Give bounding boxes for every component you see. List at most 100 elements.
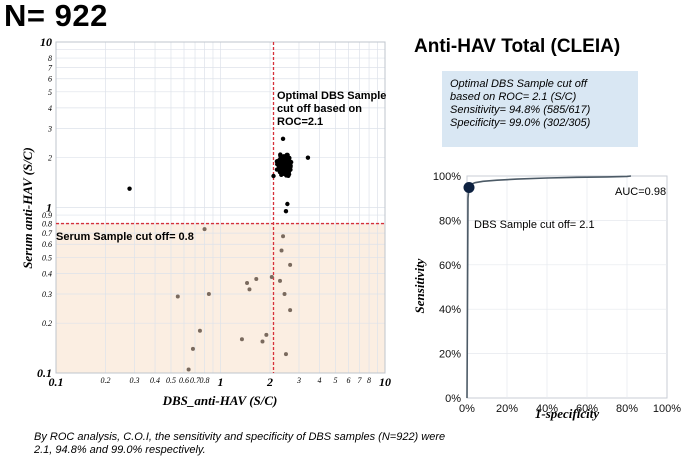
scatter-y-tick-label: 8 <box>48 54 52 63</box>
roc-y-tick-label: 0% <box>445 393 461 405</box>
roc-x-axis-label: 1-specificity <box>535 406 599 421</box>
scatter-x-tick-label: 0.5 <box>166 376 176 385</box>
positive-point <box>271 173 276 179</box>
positive-cluster-point <box>281 154 286 159</box>
negative-point <box>190 346 195 351</box>
roc-x-tick-label: 40% <box>536 403 558 415</box>
info-line-roc: based on ROC= 2.1 (S/C) <box>450 91 577 103</box>
negative-point <box>264 332 269 337</box>
positive-point <box>283 208 289 214</box>
roc-y-axis-label: Sensitivity <box>412 258 427 313</box>
serum-cutoff-annotation: Serum Sample cut off= 0.8 <box>56 231 194 243</box>
scatter-y-tick-label: 0.8 <box>42 220 52 229</box>
scatter-x-tick-label: 10 <box>379 375 391 389</box>
info-line-sensitivity: Sensitivity= 94.8% (585/617) <box>450 104 591 116</box>
negative-point <box>239 337 244 342</box>
roc-y-tick-label: 80% <box>439 215 461 227</box>
scatter-x-tick-label: 0.8 <box>200 376 210 385</box>
scatter-x-tick-label: 6 <box>347 376 351 385</box>
negative-point <box>288 262 293 267</box>
roc-x-tick-label: 20% <box>496 403 518 415</box>
roc-y-tick-label: 100% <box>433 171 461 183</box>
negative-point <box>206 292 211 297</box>
scatter-x-tick-label: 0.2 <box>101 376 111 385</box>
scatter-y-tick-label: 6 <box>48 75 52 84</box>
scatter-y-tick-label: 1 <box>46 201 52 215</box>
roc-y-tick-label: 20% <box>439 349 461 361</box>
positive-cluster-point <box>278 167 283 173</box>
scatter-y-tick-label: 2 <box>48 154 52 163</box>
scatter-y-tick-label: 0.5 <box>42 253 52 262</box>
scatter-y-tick-label: 5 <box>48 88 52 97</box>
roc-x-tick-label: 100% <box>653 403 681 415</box>
scatter-x-tick-label: 0.6 <box>179 376 189 385</box>
scatter-y-tick-label: 0.6 <box>42 240 52 249</box>
positive-cluster-point <box>279 162 285 168</box>
negative-point <box>186 367 191 372</box>
scatter-x-tick-label: 4 <box>318 376 322 385</box>
scatter-x-tick-label: 0.3 <box>129 376 139 385</box>
roc-panel-title: Anti-HAV Total (CLEIA) <box>414 36 621 57</box>
dbs-cutoff-annotation-line3: ROC=2.1 <box>277 116 323 128</box>
scatter-y-axis-label: Serum anti-HAV (S/C) <box>20 147 35 269</box>
caption: By ROC analysis, C.O.I, the sensitivity … <box>34 431 514 457</box>
negative-point <box>260 339 265 344</box>
negative-point <box>245 280 250 285</box>
scatter-x-tick-label: 1 <box>218 375 224 389</box>
scatter-y-tick-label: 7 <box>48 64 53 73</box>
scatter-y-tick-label: 3 <box>47 125 52 134</box>
page-heading: N= 922 <box>4 0 108 33</box>
negative-point <box>281 234 286 239</box>
scatter-x-tick-label: 0.4 <box>150 376 160 385</box>
roc-cutoff-label: DBS Sample cut off= 2.1 <box>474 219 595 231</box>
caption-line2: 2.1, 94.8% and 99.0% respectively. <box>34 444 206 456</box>
positive-point <box>305 155 311 160</box>
info-line-specificity: Specificity= 99.0% (302/305) <box>450 117 591 129</box>
negative-point <box>247 287 252 292</box>
dbs-cutoff-annotation-line1: Optimal DBS Sample <box>277 90 386 102</box>
negative-point <box>269 275 274 280</box>
scatter-x-tick-label: 7 <box>358 376 363 385</box>
positive-cluster-point <box>278 152 283 157</box>
roc-x-tick-label: 0% <box>459 403 475 415</box>
scatter-x-tick-label: 3 <box>296 376 301 385</box>
negative-point <box>175 294 180 299</box>
roc-y-tick-label: 60% <box>439 260 461 272</box>
scatter-y-tick-label: 4 <box>48 104 52 113</box>
scatter-x-tick-label: 0.7 <box>190 376 201 385</box>
caption-line1: By ROC analysis, C.O.I, the sensitivity … <box>34 431 446 443</box>
scatter-x-tick-label: 8 <box>367 376 371 385</box>
cutoff-info-box: Optimal DBS Sample cut off based on ROC=… <box>442 71 638 147</box>
scatter-y-tick-label: 0.9 <box>42 211 52 220</box>
negative-point <box>254 276 259 281</box>
roc-cutoff-marker <box>463 182 475 194</box>
positive-point <box>127 186 132 191</box>
roc-auc-label: AUC=0.98 <box>615 186 666 198</box>
info-line-cutoff: Optimal DBS Sample cut off <box>450 78 587 90</box>
scatter-y-tick-label: 0.4 <box>42 269 52 278</box>
roc-x-tick-label: 80% <box>616 403 638 415</box>
scatter-y-tick-label: 0.1 <box>37 366 52 380</box>
positive-point <box>280 136 286 142</box>
scatter-x-tick-label: 0.1 <box>49 375 64 389</box>
scatter-x-tick-label: 5 <box>333 376 337 385</box>
negative-point <box>197 328 202 333</box>
scatter-y-tick-label: 10 <box>40 35 52 49</box>
roc-x-tick-label: 60% <box>576 403 598 415</box>
scatter-y-tick-label: 0.3 <box>42 290 52 299</box>
scatter-y-tick-label: 0.2 <box>42 319 52 328</box>
positive-point <box>285 201 290 207</box>
roc-y-tick-label: 40% <box>439 304 461 316</box>
negative-point <box>202 227 207 232</box>
negative-point <box>282 292 287 297</box>
negative-point <box>278 278 283 283</box>
negative-point <box>279 248 284 253</box>
scatter-y-tick-label: 0.7 <box>42 229 53 238</box>
roc-plot-frame <box>466 175 668 399</box>
scatter-frame <box>55 41 386 374</box>
scatter-x-axis-label: DBS_anti-HAV (S/C) <box>162 393 278 408</box>
dbs-cutoff-annotation-line2: cut off based on <box>277 103 362 115</box>
positive-cluster-point <box>284 173 289 178</box>
